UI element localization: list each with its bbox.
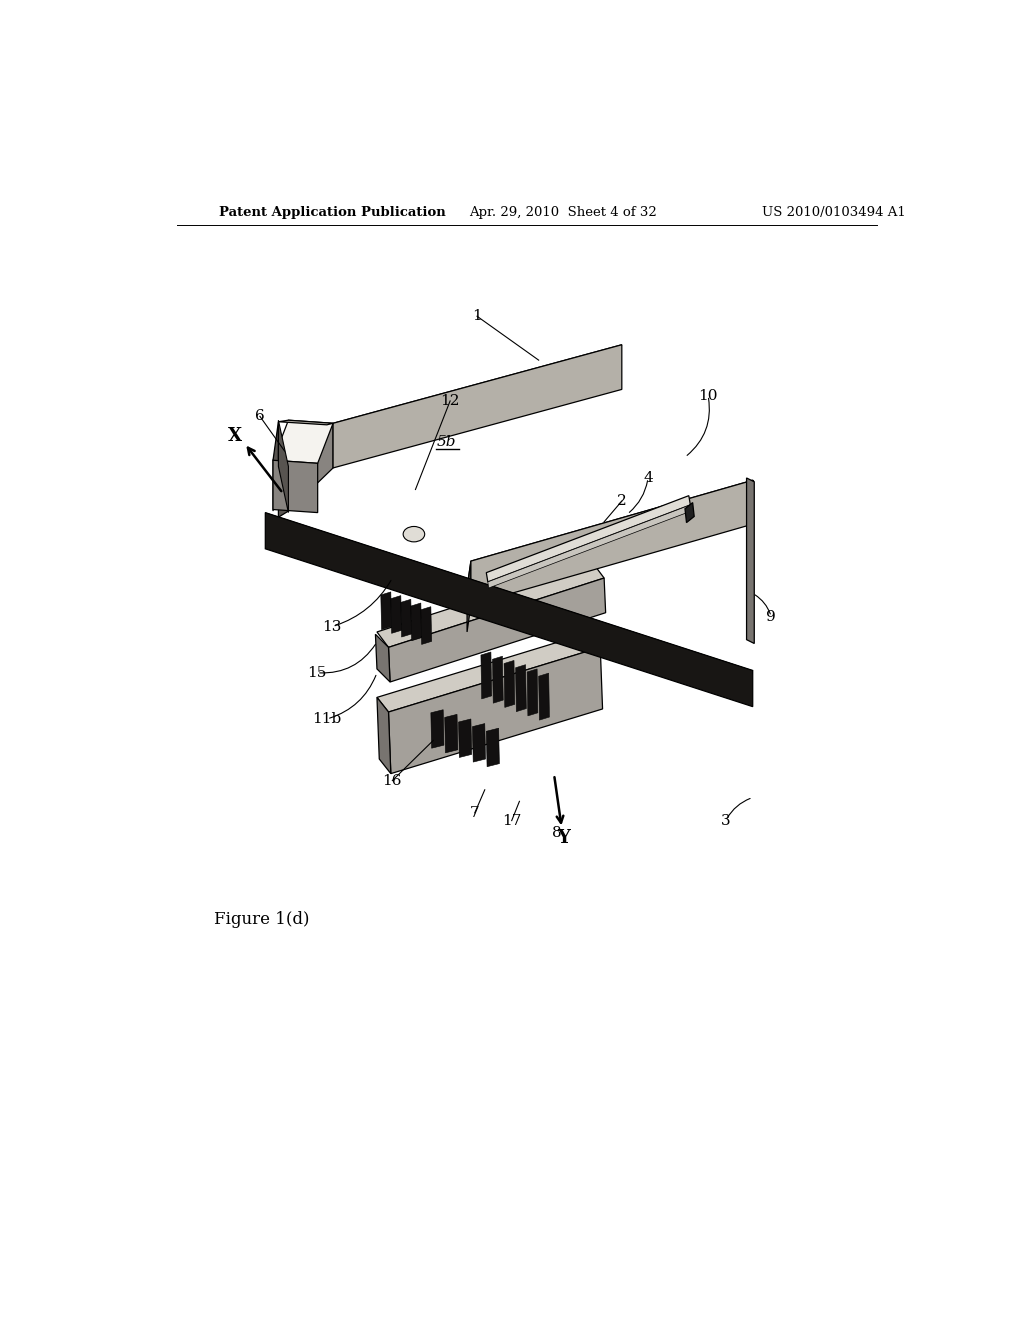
Text: 2: 2	[616, 494, 627, 508]
Polygon shape	[467, 480, 753, 589]
Polygon shape	[400, 599, 412, 638]
Text: 9: 9	[766, 610, 776, 623]
Polygon shape	[471, 480, 753, 605]
Polygon shape	[289, 345, 622, 466]
Text: 5b: 5b	[436, 434, 456, 449]
Polygon shape	[265, 512, 753, 675]
Polygon shape	[515, 665, 526, 711]
Polygon shape	[279, 466, 289, 517]
Text: 17: 17	[502, 813, 521, 828]
Text: 13: 13	[323, 619, 342, 634]
Text: 1: 1	[472, 309, 482, 323]
Text: X: X	[228, 426, 243, 445]
Polygon shape	[377, 697, 391, 774]
Polygon shape	[376, 635, 390, 682]
Polygon shape	[391, 595, 401, 634]
Polygon shape	[421, 607, 432, 644]
Polygon shape	[527, 669, 538, 715]
Polygon shape	[493, 656, 503, 704]
Polygon shape	[411, 603, 422, 640]
Polygon shape	[487, 506, 691, 589]
Text: 6: 6	[255, 409, 265, 424]
Text: 8: 8	[552, 826, 561, 840]
Polygon shape	[381, 591, 391, 630]
Polygon shape	[472, 723, 485, 762]
Polygon shape	[388, 578, 605, 682]
Text: 15: 15	[307, 665, 327, 680]
Text: 4: 4	[643, 471, 653, 484]
Ellipse shape	[403, 527, 425, 543]
Polygon shape	[746, 478, 755, 644]
Polygon shape	[265, 512, 753, 706]
Polygon shape	[388, 647, 602, 774]
Polygon shape	[273, 422, 279, 511]
Polygon shape	[444, 714, 458, 752]
Text: 12: 12	[440, 393, 460, 408]
Polygon shape	[273, 420, 333, 463]
Text: Apr. 29, 2010  Sheet 4 of 32: Apr. 29, 2010 Sheet 4 of 32	[469, 206, 657, 219]
Polygon shape	[539, 673, 550, 721]
Text: Patent Application Publication: Patent Application Publication	[219, 206, 445, 219]
Text: 7: 7	[470, 807, 479, 820]
Polygon shape	[279, 420, 289, 512]
Polygon shape	[377, 562, 604, 647]
Polygon shape	[273, 461, 317, 512]
Polygon shape	[431, 710, 444, 748]
Polygon shape	[504, 660, 515, 708]
Polygon shape	[749, 480, 753, 636]
Polygon shape	[486, 729, 500, 767]
Text: 3: 3	[721, 813, 730, 828]
Polygon shape	[467, 561, 471, 632]
Text: 11b: 11b	[312, 711, 342, 726]
Polygon shape	[289, 424, 333, 511]
Text: Y: Y	[557, 829, 569, 847]
Text: Figure 1(d): Figure 1(d)	[214, 911, 309, 928]
Polygon shape	[481, 652, 492, 700]
Polygon shape	[685, 503, 694, 523]
Polygon shape	[377, 632, 600, 711]
Polygon shape	[459, 719, 472, 758]
Polygon shape	[486, 496, 690, 582]
Polygon shape	[279, 420, 333, 425]
Text: 10: 10	[698, 388, 718, 403]
Text: US 2010/0103494 A1: US 2010/0103494 A1	[762, 206, 905, 219]
Text: 16: 16	[383, 774, 402, 788]
Polygon shape	[333, 345, 622, 469]
